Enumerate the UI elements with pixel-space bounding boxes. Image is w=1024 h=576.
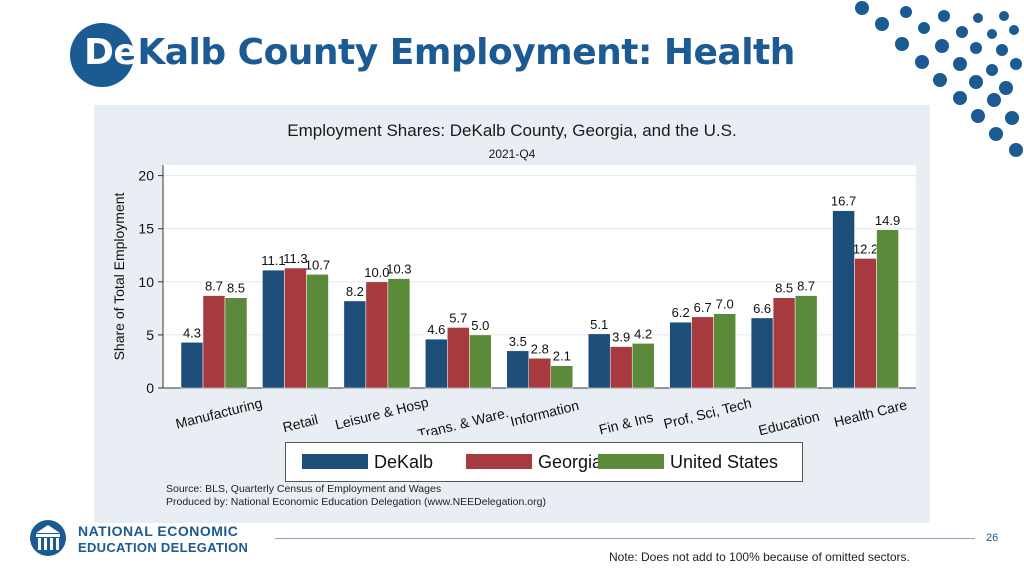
data-label: 5.7 <box>449 310 467 325</box>
bar <box>832 210 855 389</box>
data-label: 7.0 <box>716 297 734 312</box>
bar <box>713 313 736 389</box>
bar <box>609 346 633 389</box>
bar <box>306 274 329 389</box>
title-rest: Kalb County Employment: Health <box>137 32 795 73</box>
x-tick-label: Fin & Ins <box>597 409 654 435</box>
bar <box>469 334 492 389</box>
bar <box>343 300 367 389</box>
need-logo: NATIONAL ECONOMIC EDUCATION DELEGATION <box>30 518 270 560</box>
data-label: 10.3 <box>386 262 411 277</box>
bar <box>284 267 307 389</box>
bar-chart: 0 5 10 15 20 Share of Total Employment 4.3 8.7 8… <box>111 165 916 435</box>
y-tick-label: 15 <box>138 221 154 237</box>
bar <box>631 343 655 389</box>
bar <box>180 342 204 389</box>
bar <box>262 269 285 389</box>
data-label: 10.0 <box>364 265 389 280</box>
bar <box>587 333 611 389</box>
data-label: 6.2 <box>672 305 690 320</box>
y-tick-label: 0 <box>146 380 154 396</box>
footnote: Note: Does not add to 100% because of om… <box>609 550 910 564</box>
capitol-icon <box>30 520 66 556</box>
x-tick-label: Health Care <box>832 396 909 430</box>
logo-text-line-1: NATIONAL ECONOMIC <box>78 523 239 539</box>
data-label: 8.7 <box>205 279 223 294</box>
x-tick-label: Education <box>757 408 821 435</box>
bar <box>691 316 714 389</box>
bar <box>854 258 877 389</box>
data-label: 3.5 <box>509 334 527 349</box>
data-label: 11.3 <box>283 251 307 266</box>
bar <box>772 297 796 389</box>
legend-swatch-united-states <box>598 454 664 469</box>
bar <box>387 278 411 389</box>
chart-title: Employment Shares: DeKalb County, Georgi… <box>287 121 737 140</box>
data-label: 8.2 <box>346 284 364 299</box>
x-tick-label: Information <box>509 397 581 429</box>
x-tick-label: Trans. & Ware. <box>416 404 510 435</box>
legend-label-dekalb: DeKalb <box>374 452 434 472</box>
bar <box>528 358 552 389</box>
legend-swatch-dekalb <box>302 454 368 469</box>
data-label: 2.1 <box>553 349 571 364</box>
data-label: 12.2 <box>853 241 878 256</box>
title-first-letters: De <box>84 32 138 73</box>
y-tick-label: 10 <box>138 274 154 290</box>
bar <box>506 350 530 389</box>
page-title: DeKalb County Employment: Health <box>84 32 795 73</box>
chart-source: Source: BLS, Quarterly Census of Employm… <box>166 483 546 509</box>
bar <box>669 321 692 389</box>
data-label: 4.2 <box>634 326 652 341</box>
x-tick-label: Retail <box>281 411 320 435</box>
y-axis-label: Share of Total Employment <box>111 192 127 360</box>
footer-divider <box>275 538 975 539</box>
data-label: 4.3 <box>183 325 201 340</box>
legend-label-united-states: United States <box>670 452 779 472</box>
x-tick-label: Manufacturing <box>174 395 264 432</box>
decorative-dots <box>855 1 1023 157</box>
chart-panel: Employment Shares: DeKalb County, Georgi… <box>94 105 930 523</box>
chart-legend: DeKalb Georgia United States <box>285 442 803 482</box>
bar <box>550 365 574 389</box>
data-label: 8.5 <box>227 281 245 296</box>
source-line-1: Source: BLS, Quarterly Census of Employm… <box>166 483 442 495</box>
data-label: 4.6 <box>427 322 445 337</box>
data-label: 10.7 <box>305 257 330 272</box>
data-label: 8.7 <box>797 279 815 294</box>
bar <box>224 297 248 389</box>
page-number: 26 <box>986 532 999 544</box>
bar <box>750 317 774 389</box>
y-tick-label: 5 <box>146 327 154 343</box>
bar <box>425 338 448 389</box>
data-label: 8.5 <box>775 281 793 296</box>
bar <box>202 295 226 389</box>
data-label: 6.6 <box>753 301 771 316</box>
data-label: 6.7 <box>694 300 712 315</box>
data-label: 5.1 <box>590 317 608 332</box>
data-label: 11.1 <box>261 253 285 268</box>
data-label: 14.9 <box>875 213 900 228</box>
logo-text-line-2: EDUCATION DELEGATION <box>78 540 249 555</box>
source-line-2: Produced by: National Economic Education… <box>166 496 546 508</box>
bar <box>794 295 818 389</box>
y-tick-label: 20 <box>138 168 154 184</box>
chart-subtitle: 2021-Q4 <box>488 147 536 161</box>
bar <box>876 229 899 389</box>
data-label: 2.8 <box>531 341 549 356</box>
bar <box>447 327 470 389</box>
x-tick-label: Prof, Sci, Tech <box>662 394 753 431</box>
data-label: 16.7 <box>831 194 856 209</box>
title-badge-circle <box>70 23 134 87</box>
bar <box>365 281 389 389</box>
legend-label-georgia: Georgia <box>538 452 603 472</box>
data-label: 3.9 <box>612 330 630 345</box>
data-label: 5.0 <box>471 318 489 333</box>
legend-swatch-georgia <box>466 454 532 469</box>
